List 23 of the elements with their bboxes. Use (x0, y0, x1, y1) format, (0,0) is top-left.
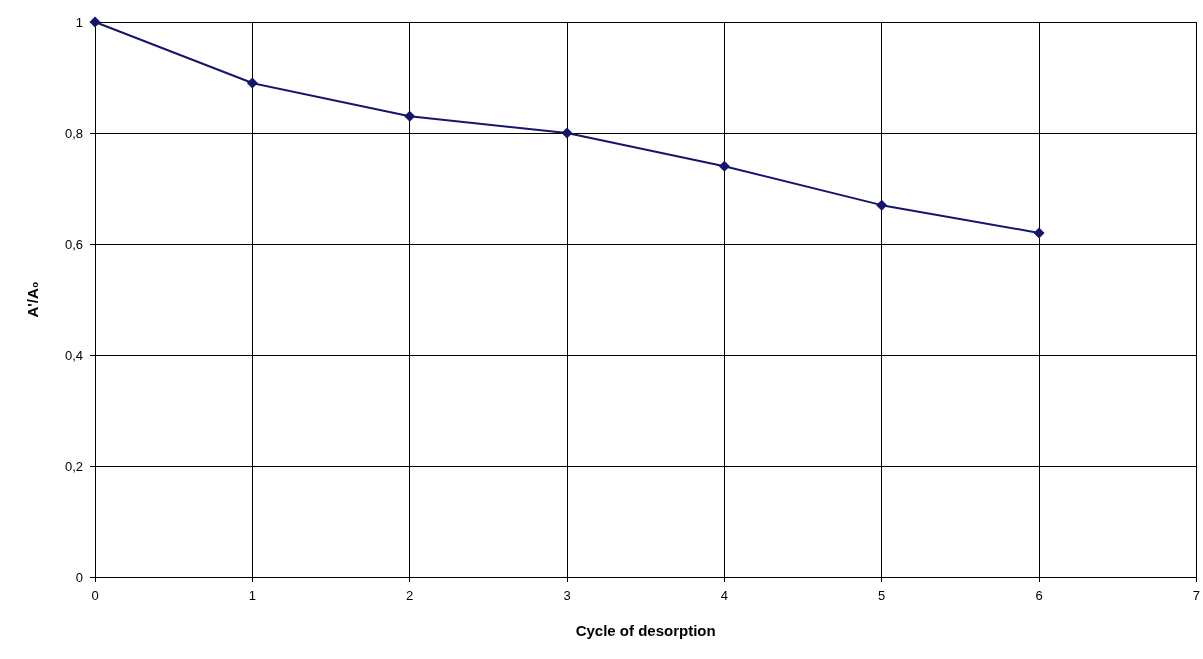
y-tick-label: 0 (75, 569, 83, 585)
point (1033, 227, 1045, 239)
x-tick-label: 0 (91, 588, 99, 603)
point (246, 77, 258, 89)
x-tick-label: 4 (720, 588, 728, 603)
x-tick-label: 6 (1035, 588, 1043, 603)
y-axis-title: A'/A₀ (24, 281, 41, 318)
x-tick-label: 3 (563, 588, 571, 603)
x-tick-label: 1 (248, 588, 256, 603)
y-tick-label: 0,2 (64, 458, 83, 474)
y-tick-label: 0,6 (64, 236, 83, 252)
y-tick-label: 0,4 (64, 347, 83, 363)
y-tick-label: 1 (75, 14, 83, 30)
x-tick-label: 7 (1192, 588, 1200, 603)
x-tick-label: 5 (878, 588, 886, 603)
y-tick-label: 0,8 (64, 125, 83, 141)
x-tick-label: 2 (406, 588, 414, 603)
point (718, 160, 730, 172)
point (561, 127, 573, 139)
point (876, 199, 888, 211)
point (404, 110, 416, 122)
x-axis-title: Cycle of desorption (575, 622, 716, 639)
point (89, 16, 101, 28)
